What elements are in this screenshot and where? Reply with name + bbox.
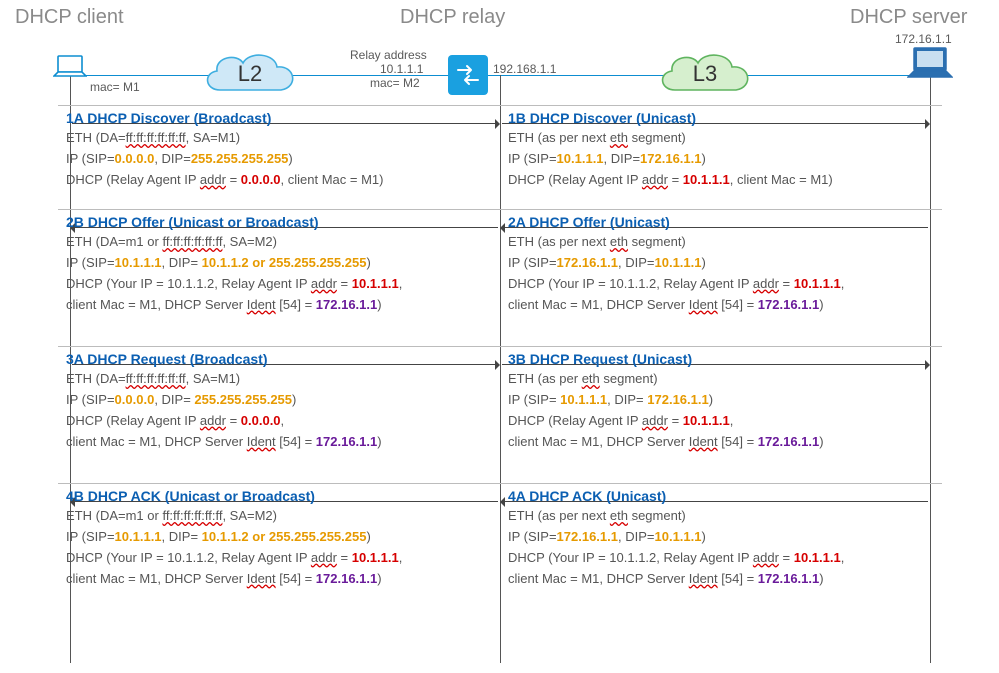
message-line: ETH (as per next eth segment) (500, 506, 942, 527)
message-4-left: 4B DHCP ACK (Unicast or Broadcast)ETH (D… (58, 484, 500, 617)
message-3-right: 3B DHCP Request (Unicast)ETH (as per eth… (500, 347, 942, 480)
cloud-l3-icon: L3 (650, 45, 760, 110)
message-row-1: 1A DHCP Discover (Broadcast)ETH (DA=ff:f… (58, 105, 942, 205)
message-line: ETH (as per next eth segment) (500, 128, 942, 149)
client-laptop-icon (53, 55, 87, 86)
message-1-left: 1A DHCP Discover (Broadcast)ETH (DA=ff:f… (58, 106, 500, 206)
message-line: ETH (as per eth segment) (500, 369, 942, 390)
message-row-2: 2B DHCP Offer (Unicast or Broadcast)ETH … (58, 209, 942, 342)
message-2-right: 2A DHCP Offer (Unicast)ETH (as per next … (500, 210, 942, 343)
message-line: IP (SIP=10.1.1.1, DIP= 10.1.1.2 or 255.2… (58, 527, 500, 548)
message-3-left: 3A DHCP Request (Broadcast)ETH (DA=ff:ff… (58, 347, 500, 480)
message-title: 4B DHCP ACK (Unicast or Broadcast) (58, 484, 500, 506)
server-label: DHCP server (850, 6, 967, 29)
relay-label: DHCP relay (400, 6, 505, 29)
message-row-3: 3A DHCP Request (Broadcast)ETH (DA=ff:ff… (58, 346, 942, 479)
cloud-l2-icon: L2 (195, 45, 305, 110)
server-laptop-icon (907, 47, 953, 86)
message-line: DHCP (Your IP = 10.1.1.2, Relay Agent IP… (58, 274, 500, 295)
message-line: ETH (DA=m1 or ff:ff:ff:ff:ff:ff, SA=M2) (58, 506, 500, 527)
svg-text:L2: L2 (238, 61, 262, 86)
message-line: DHCP (Your IP = 10.1.1.2, Relay Agent IP… (500, 274, 942, 295)
message-line: IP (SIP=172.16.1.1, DIP=10.1.1.1) (500, 527, 942, 548)
message-line: client Mac = M1, DHCP Server Ident [54] … (500, 295, 942, 316)
message-line: IP (SIP=10.1.1.1, DIP=172.16.1.1) (500, 149, 942, 170)
message-line: ETH (DA=ff:ff:ff:ff:ff:ff, SA=M1) (58, 369, 500, 390)
message-line: client Mac = M1, DHCP Server Ident [54] … (58, 569, 500, 590)
label: Relay address (350, 48, 427, 62)
message-line: DHCP (Relay Agent IP addr = 10.1.1.1, (500, 411, 942, 432)
message-line: IP (SIP=0.0.0.0, DIP= 255.255.255.255) (58, 390, 500, 411)
label: mac= M2 (370, 76, 420, 90)
message-title: 3B DHCP Request (Unicast) (500, 347, 942, 369)
message-line: DHCP (Relay Agent IP addr = 0.0.0.0, cli… (58, 170, 500, 191)
message-title: 2A DHCP Offer (Unicast) (500, 210, 942, 232)
message-line: ETH (as per next eth segment) (500, 232, 942, 253)
message-line: ETH (DA=m1 or ff:ff:ff:ff:ff:ff, SA=M2) (58, 232, 500, 253)
message-4-right: 4A DHCP ACK (Unicast)ETH (as per next et… (500, 484, 942, 617)
message-2-left: 2B DHCP Offer (Unicast or Broadcast)ETH … (58, 210, 500, 343)
message-line: client Mac = M1, DHCP Server Ident [54] … (500, 569, 942, 590)
message-line: IP (SIP=0.0.0.0, DIP=255.255.255.255) (58, 149, 500, 170)
client-label: DHCP client (15, 6, 124, 29)
message-line: DHCP (Relay Agent IP addr = 0.0.0.0, (58, 411, 500, 432)
message-line: client Mac = M1, DHCP Server Ident [54] … (500, 432, 942, 453)
message-title: 3A DHCP Request (Broadcast) (58, 347, 500, 369)
label: mac= M1 (90, 80, 140, 94)
message-line: IP (SIP=172.16.1.1, DIP=10.1.1.1) (500, 253, 942, 274)
message-line: ETH (DA=ff:ff:ff:ff:ff:ff, SA=M1) (58, 128, 500, 149)
router-icon (448, 55, 488, 95)
label: 10.1.1.1 (380, 62, 423, 76)
label: 192.168.1.1 (493, 62, 556, 76)
message-line: DHCP (Relay Agent IP addr = 10.1.1.1, cl… (500, 170, 942, 191)
svg-text:L3: L3 (693, 61, 717, 86)
label: 172.16.1.1 (895, 32, 952, 46)
message-title: 4A DHCP ACK (Unicast) (500, 484, 942, 506)
message-line: DHCP (Your IP = 10.1.1.2, Relay Agent IP… (58, 548, 500, 569)
message-title: 2B DHCP Offer (Unicast or Broadcast) (58, 210, 500, 232)
message-title: 1B DHCP Discover (Unicast) (500, 106, 942, 128)
message-title: 1A DHCP Discover (Broadcast) (58, 106, 500, 128)
message-line: client Mac = M1, DHCP Server Ident [54] … (58, 432, 500, 453)
message-line: IP (SIP= 10.1.1.1, DIP= 172.16.1.1) (500, 390, 942, 411)
message-1-right: 1B DHCP Discover (Unicast)ETH (as per ne… (500, 106, 942, 206)
message-row-4: 4B DHCP ACK (Unicast or Broadcast)ETH (D… (58, 483, 942, 616)
message-line: DHCP (Your IP = 10.1.1.2, Relay Agent IP… (500, 548, 942, 569)
message-line: client Mac = M1, DHCP Server Ident [54] … (58, 295, 500, 316)
message-line: IP (SIP=10.1.1.1, DIP= 10.1.1.2 or 255.2… (58, 253, 500, 274)
